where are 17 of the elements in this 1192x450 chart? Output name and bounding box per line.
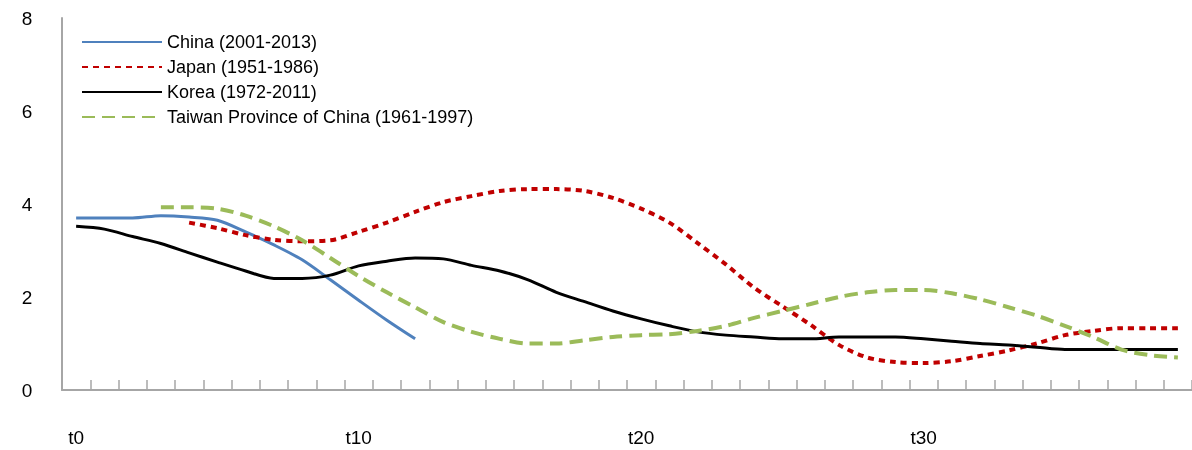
line-series — [187, 187, 1180, 366]
y-tick-label: 6 — [21, 100, 33, 122]
legend-label: Japan (1951-1986) — [167, 57, 320, 77]
line-series — [158, 205, 1180, 360]
legend-label: Taiwan Province of China (1961-1997) — [167, 107, 474, 127]
line-series — [74, 224, 1180, 352]
y-tick-label: 4 — [21, 193, 33, 215]
line-series — [74, 214, 417, 341]
x-tick-label: t20 — [627, 427, 655, 448]
y-tick-label: 0 — [21, 379, 33, 401]
legend-label: China (2001-2013) — [167, 32, 318, 52]
y-tick-label: 2 — [21, 286, 33, 308]
x-tick-label: t30 — [910, 427, 937, 448]
x-tick-label: t0 — [68, 427, 85, 448]
legend-label: Korea (1972-2011) — [167, 82, 317, 102]
x-tick-label: t10 — [345, 427, 372, 448]
y-tick-label: 8 — [21, 7, 33, 29]
